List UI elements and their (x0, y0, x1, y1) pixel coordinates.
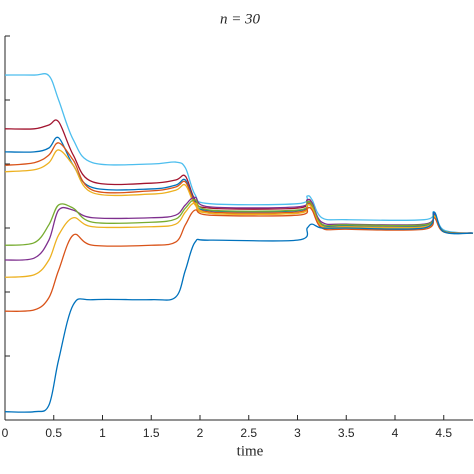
x-tick-label: 4.5 (435, 426, 452, 440)
chart-title: n = 30 (220, 11, 261, 27)
x-tick-label: 2 (197, 426, 204, 440)
x-tick-label: 4 (392, 426, 399, 440)
x-tick-label: 1.5 (143, 426, 160, 440)
series-line (4, 211, 474, 413)
series-line (4, 199, 474, 246)
series-line (4, 136, 474, 234)
x-tick-label: 2.5 (240, 426, 257, 440)
x-axis-label: time (237, 443, 264, 459)
series-line (4, 206, 474, 312)
x-tick-label: 0.5 (45, 426, 62, 440)
x-tick-label: 3.5 (338, 426, 355, 440)
x-tick-label: 1 (99, 426, 106, 440)
series-line (4, 73, 474, 234)
series-line (4, 202, 474, 278)
x-tick-label: 3 (294, 426, 301, 440)
x-tick-label: 0 (2, 426, 9, 440)
